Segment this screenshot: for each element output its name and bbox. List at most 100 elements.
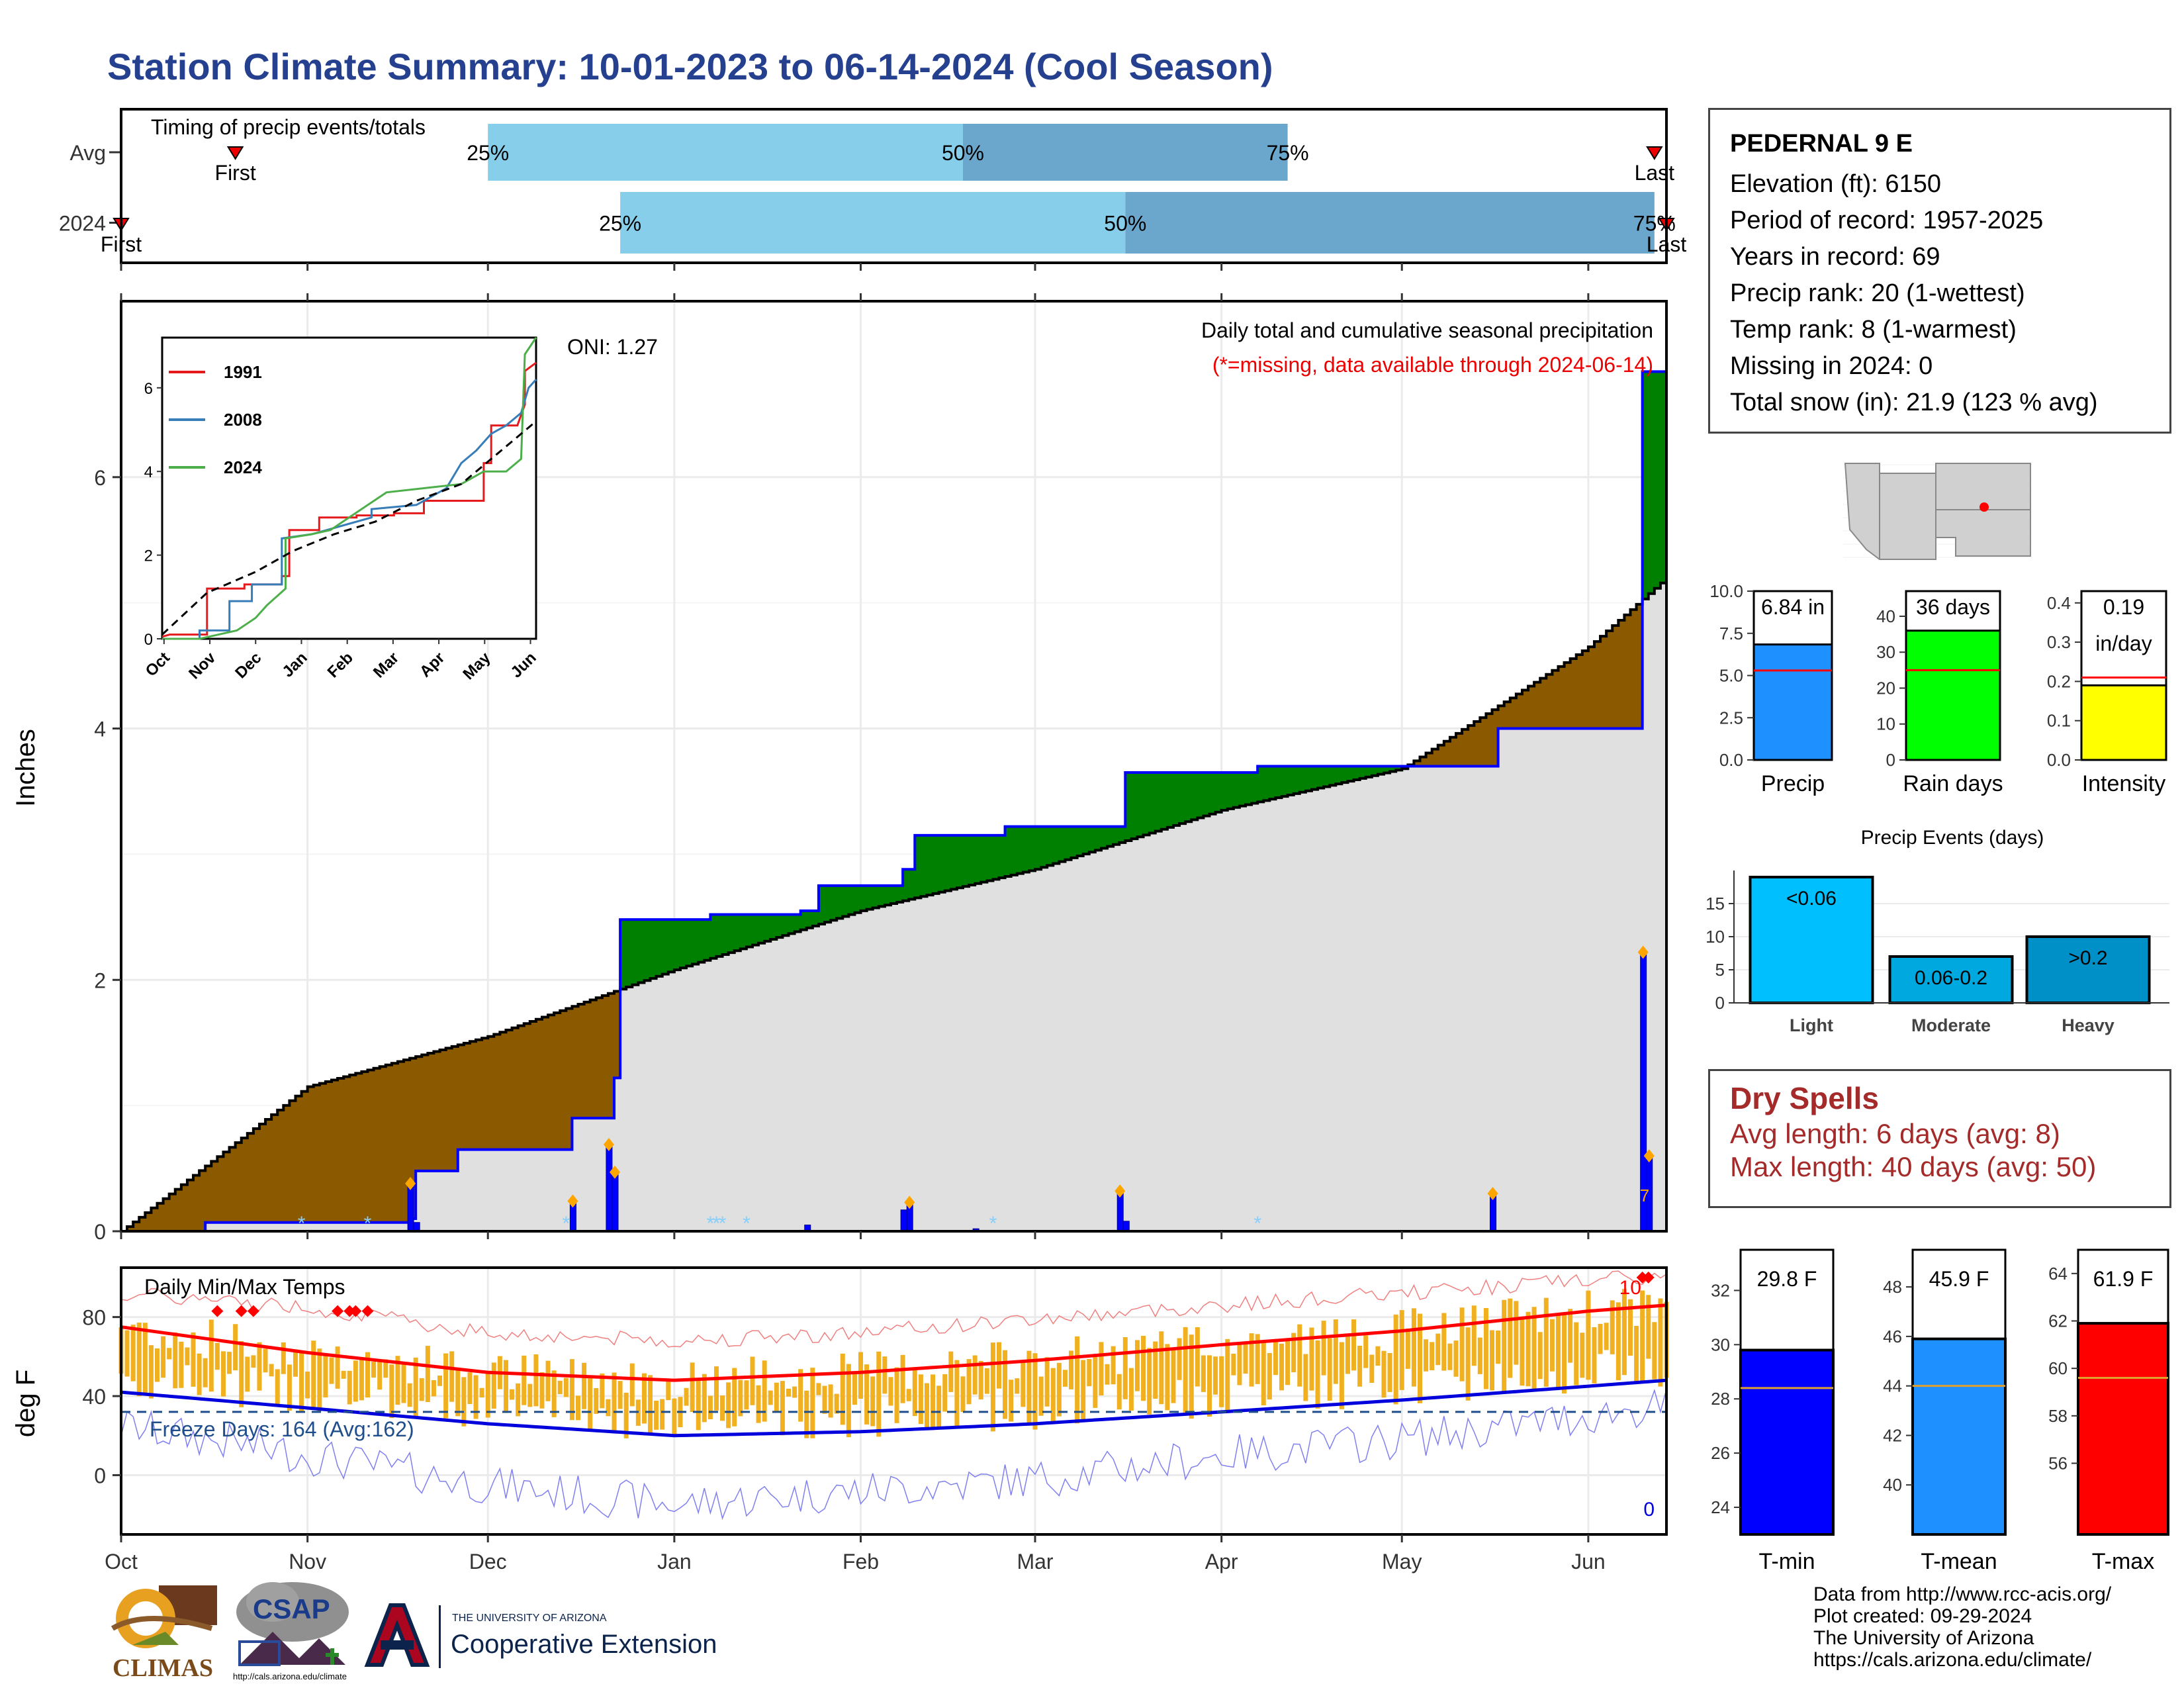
heavy-event-marker-icon <box>904 1196 915 1209</box>
temp-bar-tick-label: 30 <box>1711 1335 1730 1354</box>
missing-day-marker: * <box>707 1213 715 1235</box>
month-label: Feb <box>842 1550 879 1573</box>
timing-q50-label: 50% <box>1104 212 1146 236</box>
credit-url: https://cals.arizona.edu/climate/ <box>1813 1649 2092 1671</box>
month-label: Jan <box>657 1550 692 1573</box>
missing-day-marker: * <box>719 1213 727 1235</box>
csap-label: CSAP <box>253 1593 330 1624</box>
mini-bar-tick-label: 40 <box>1876 606 1895 626</box>
missing-day-marker: * <box>1253 1213 1261 1235</box>
temp-bar-value-label: 29.8 F <box>1757 1267 1817 1291</box>
timing-bar-q2 <box>1125 192 1655 254</box>
record-high-marker-icon <box>235 1305 248 1317</box>
record-high-marker-icon <box>332 1305 344 1317</box>
daily-precip-bar <box>407 1183 414 1232</box>
mini-bar-tick-label: 0.4 <box>2047 593 2071 613</box>
events-category-label: Light <box>1790 1015 1833 1035</box>
temp-bar-tick-label: 60 <box>2048 1358 2068 1378</box>
temp-bar-tick-label: 32 <box>1711 1280 1730 1300</box>
temp-bar-tick-label: 58 <box>2048 1406 2068 1426</box>
mini-bar-tick-label: 10 <box>1876 714 1895 734</box>
temp-bar-tick-label: 56 <box>2048 1454 2068 1474</box>
events-bar <box>2025 935 2151 1004</box>
precip-header: Daily total and cumulative seasonal prec… <box>1201 318 1653 342</box>
missing-day-marker: * <box>713 1213 721 1235</box>
record-low-line <box>120 1388 1667 1521</box>
temp-frame <box>120 1266 1668 1536</box>
temp-bar-label: T-max <box>2092 1549 2154 1574</box>
precip-y-tick-label: 4 <box>94 718 106 741</box>
missing-day-marker: * <box>562 1213 570 1235</box>
month-label: Apr <box>1205 1550 1238 1573</box>
freeze-days-label: Freeze Days: 164 (Avg:162) <box>150 1417 414 1441</box>
dry-spells-title: Dry Spells <box>1730 1081 1879 1115</box>
missing-day-marker: * <box>989 1213 997 1235</box>
mini-bar-value <box>1905 630 2001 761</box>
events-title: Precip Events (days) <box>1861 827 2044 849</box>
events-tick-label: 5 <box>1715 960 1725 980</box>
daily-precip-bar <box>606 1144 613 1232</box>
timing-q75-label: 75% <box>1267 141 1309 165</box>
events-bar <box>1888 955 2014 1004</box>
month-label: May <box>1382 1550 1422 1573</box>
events-bar <box>1749 876 1874 1004</box>
mini-bar-label: Precip <box>1761 771 1825 796</box>
station-location-icon <box>1979 502 1989 512</box>
mini-bar-tick-label: 20 <box>1876 678 1895 698</box>
temp-y-tick-label: 0 <box>94 1464 106 1487</box>
timing-frame-top <box>120 108 1668 264</box>
precip-frame <box>120 300 1668 1233</box>
missing-day-marker: * <box>743 1213 751 1235</box>
temp-bar-tick-label: 40 <box>1883 1475 1902 1495</box>
map-states-shape <box>1844 463 2031 560</box>
avg-max-line <box>120 1303 1667 1382</box>
inset-legend-label: 2024 <box>224 457 262 477</box>
heavy-event-marker-icon <box>1643 1149 1655 1163</box>
missing-day-marker: * <box>298 1213 306 1235</box>
mini-bar-tick-label: 0.0 <box>2047 750 2071 770</box>
temp-bar-tick-label: 42 <box>1883 1425 1902 1445</box>
month-label: Oct <box>105 1550 138 1573</box>
daily-precip-bar <box>1122 1221 1130 1232</box>
mini-bar-tick-label: 0.0 <box>1719 750 1743 770</box>
station-missing: Missing in 2024: 0 <box>1730 352 1933 380</box>
last-marker-icon <box>1646 146 1663 160</box>
mini-bar-tick-label: 0.2 <box>2047 671 2071 691</box>
temp-y-axis-label: deg F <box>11 1370 40 1437</box>
record-high-marker-icon <box>247 1305 259 1317</box>
temp-bar-tick-label: 44 <box>1883 1376 1902 1396</box>
month-label: Jun <box>1571 1550 1606 1573</box>
mini-bar-tick-label: 30 <box>1876 642 1895 662</box>
record-high-marker-icon <box>1642 1271 1655 1284</box>
inset-legend-label: 1991 <box>224 362 262 382</box>
precip-y-axis-label: Inches <box>11 729 40 807</box>
month-axis: Oct Nov Dec Jan Feb Mar Apr May Jun <box>105 1534 1606 1573</box>
temp-panel-title: Daily Min/Max Temps <box>144 1275 345 1299</box>
avg-min-line <box>120 1378 1667 1438</box>
station-elevation: Elevation (ft): 6150 <box>1730 170 1941 198</box>
dry-spells-avg: Avg length: 6 days (avg: 8) <box>1730 1118 2060 1149</box>
temp-bar-tick-label: 62 <box>2048 1311 2068 1331</box>
ua-extension-label: Cooperative Extension <box>451 1630 717 1659</box>
precip-y-tick-label: 0 <box>94 1220 106 1244</box>
mini-bar-tick-label: 0 <box>1886 750 1895 770</box>
station-years: Years in record: 69 <box>1730 243 1940 271</box>
precip-annotation: 7 <box>1640 1186 1649 1205</box>
record-high-marker-icon <box>343 1305 356 1317</box>
oni-label: ONI: 1.27 <box>567 335 658 359</box>
station-precip-rank: Precip rank: 20 (1-wettest) <box>1730 279 2025 307</box>
temp-bar-tick-label: 46 <box>1883 1327 1902 1346</box>
temp-bar-tick-label: 24 <box>1711 1497 1730 1517</box>
mini-bar-tick-label: 2.5 <box>1719 708 1743 727</box>
temp-bar-label: T-min <box>1759 1549 1815 1574</box>
mini-bar-value-label-2: in/day <box>2095 632 2152 655</box>
inset-y-tick-label: 6 <box>144 380 153 398</box>
month-label: Mar <box>1017 1550 1053 1573</box>
logo-divider <box>439 1605 441 1668</box>
temp-bg <box>121 1268 1666 1534</box>
temp-bar-value <box>1911 1337 2007 1536</box>
